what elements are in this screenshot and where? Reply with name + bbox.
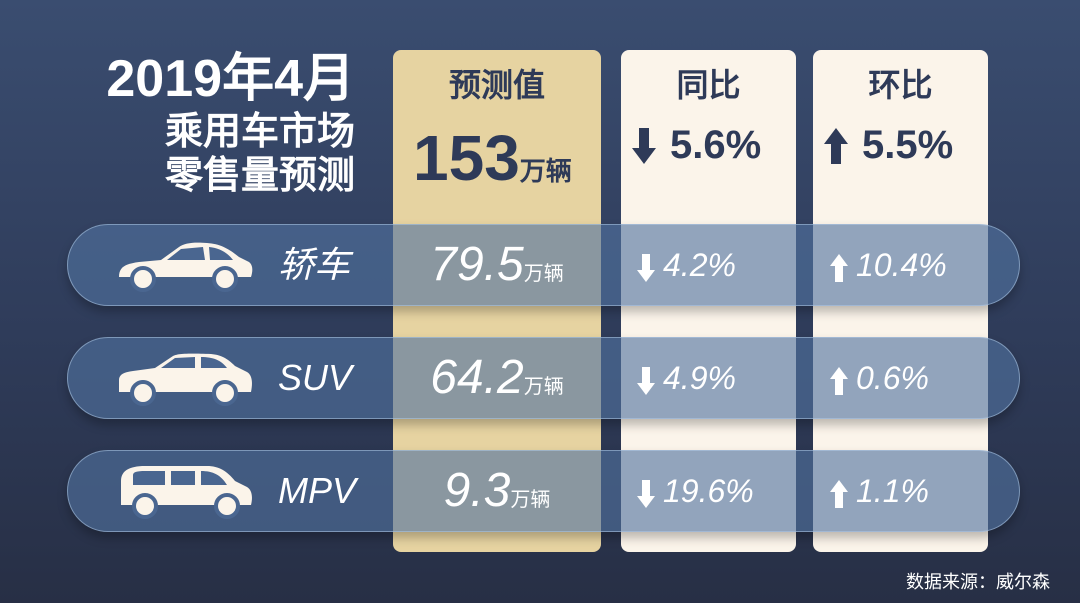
arrow-down-icon [637, 253, 655, 282]
yoy-header: 同比 [676, 67, 741, 103]
total-forecast: 153万辆 [413, 123, 572, 193]
total-yoy: 5.6% [632, 123, 761, 168]
row-label-suv: SUV [278, 357, 353, 398]
title-line-1: 2019年4月 [106, 50, 355, 108]
row-mom-suv: 0.6% [830, 337, 929, 419]
row-value-number: 9.3 [443, 464, 511, 517]
row-value-unit: 万辆 [510, 489, 551, 511]
row-yoy-suv: 4.9% [637, 337, 736, 419]
row-yoy-mpv: 19.6% [637, 450, 754, 532]
row-band-sedan [67, 224, 1020, 306]
forecast-header: 预测值 [448, 67, 545, 103]
arrow-up-icon [824, 127, 848, 164]
row-value-number: 64.2 [430, 351, 524, 404]
row-mom-value: 0.6% [856, 360, 929, 396]
row-label-mpv: MPV [278, 470, 357, 511]
row-yoy-value: 4.2% [663, 247, 736, 283]
row-label-sedan: 轿车 [278, 244, 351, 285]
arrow-down-icon [637, 366, 655, 395]
row-value-mpv: 9.3万辆 [393, 450, 601, 543]
title-line-2: 乘用车市场 [164, 111, 355, 153]
row-mom-sedan: 10.4% [830, 224, 947, 306]
row-yoy-value: 19.6% [663, 473, 754, 509]
row-mom-value: 1.1% [856, 473, 929, 509]
arrow-up-icon [830, 253, 848, 282]
row-value-sedan: 79.5万辆 [393, 224, 601, 317]
row-value-number: 79.5 [430, 238, 524, 291]
total-mom-value: 5.5% [862, 123, 954, 167]
title-line-3: 零售量预测 [164, 155, 355, 197]
row-mom-mpv: 1.1% [830, 450, 929, 532]
arrow-up-icon [830, 479, 848, 508]
mpv-car-icon [121, 466, 252, 519]
sedan-car-icon [119, 242, 253, 292]
total-forecast-value: 153 [413, 122, 520, 194]
arrow-up-icon [830, 366, 848, 395]
arrow-down-icon [637, 479, 655, 508]
total-forecast-unit: 万辆 [519, 156, 572, 186]
data-source: 数据来源：威尔森 [906, 572, 1050, 592]
arrow-down-icon [632, 127, 656, 164]
total-mom: 5.5% [824, 123, 953, 168]
row-value-unit: 万辆 [523, 376, 564, 398]
row-value-unit: 万辆 [523, 263, 564, 285]
total-yoy-value: 5.6% [670, 123, 762, 167]
row-value-suv: 64.2万辆 [393, 337, 601, 430]
mom-header: 环比 [868, 67, 933, 103]
row-yoy-sedan: 4.2% [637, 224, 736, 306]
row-yoy-value: 4.9% [663, 360, 736, 396]
row-mom-value: 10.4% [856, 247, 947, 283]
suv-car-icon [119, 353, 252, 406]
